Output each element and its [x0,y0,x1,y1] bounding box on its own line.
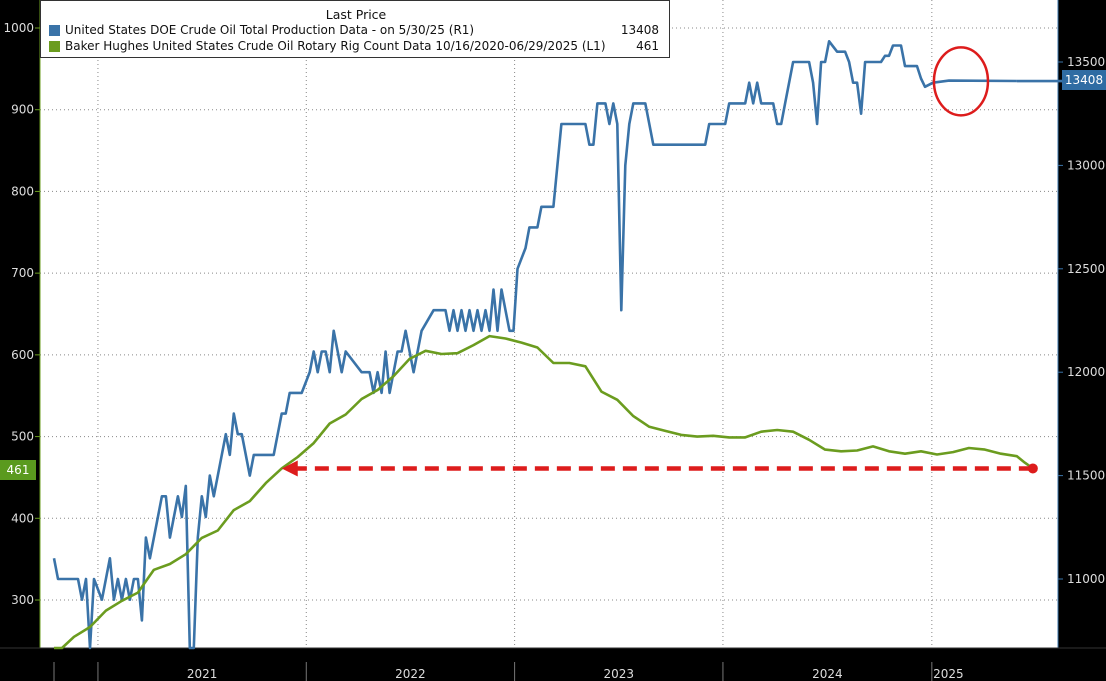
gridlines [40,0,1058,648]
last-value-badge-production: 13408 [1062,70,1106,90]
left-tick-label: 600 [11,348,34,362]
right-tick-label: 11500 [1067,469,1105,483]
annotations [281,46,1038,477]
legend-value-production: 13408 [620,23,659,37]
arrow-head [281,460,298,477]
legend-label-rigs: Baker Hughes United States Crude Oil Rot… [65,39,606,53]
left-tick-label: 900 [11,103,34,117]
right-tick-label: 11000 [1067,572,1105,586]
legend-swatch-production [49,25,60,36]
x-tick-label: 2023 [603,667,634,681]
x-tick-label: 2021 [187,667,218,681]
plot-area [40,0,1058,648]
right-tick-label: 13500 [1067,55,1105,69]
right-tick-label: 13000 [1067,158,1105,172]
legend: Last Price United States DOE Crude Oil T… [40,0,670,58]
left-tick-label: 1000 [3,21,34,35]
legend-entry-rigs: Baker Hughes United States Crude Oil Rot… [49,39,661,55]
left-tick-label: 300 [11,593,34,607]
legend-entry-production: United States DOE Crude Oil Total Produc… [49,23,661,39]
left-tick-label: 400 [11,511,34,525]
x-tick-label: 2022 [395,667,426,681]
arrow-origin-dot [1027,463,1038,474]
right-tick-label: 12500 [1067,262,1105,276]
left-tick-label: 500 [11,430,34,444]
left-tick-label: 700 [11,266,34,280]
series-production-line [52,39,1017,650]
x-tick-label: 2024 [812,667,843,681]
highlight-circle [932,46,990,117]
right-tick-label: 12000 [1067,365,1105,379]
series-rigs-line [54,334,1034,650]
legend-title: Last Price [325,7,387,22]
series-lines [52,39,1062,650]
legend-label-production: United States DOE Crude Oil Total Produc… [65,23,475,37]
last-value-badge-rigs: 461 [0,460,36,480]
legend-value-rigs: 461 [636,39,659,53]
left-tick-label: 800 [11,184,34,198]
x-tick-label: 2025 [933,667,964,681]
legend-swatch-rigs [49,41,60,52]
